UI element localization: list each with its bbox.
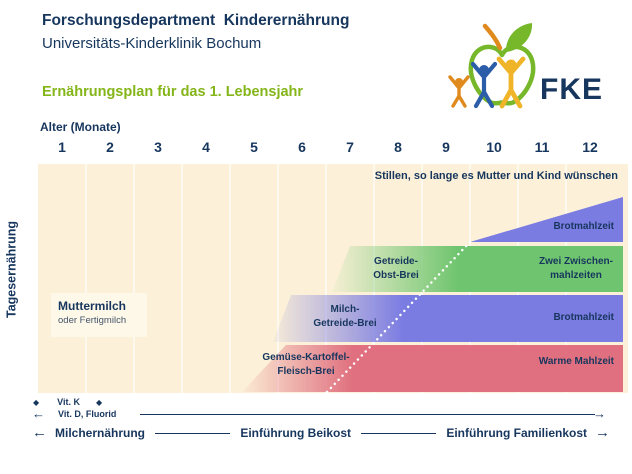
vitamin-k-row: ◆ Vit. K ◆	[33, 397, 102, 407]
label-cereal-fruit-mash: Getreide- Obst-Brei	[373, 256, 419, 281]
band-cereal-fruit	[332, 246, 623, 292]
figure-yellow-icon	[496, 56, 526, 109]
month-tick: 12	[582, 139, 598, 155]
apple-stem-icon	[482, 23, 503, 51]
figure-orange-icon	[448, 75, 470, 108]
month-tick: 2	[106, 139, 114, 155]
month-tick: 1	[58, 139, 66, 155]
apple-leaf-icon	[505, 23, 533, 52]
diamond-icon: ◆	[33, 397, 40, 407]
vitamin-d-fluoride-row: ← Vit. D, Fluorid →	[32, 406, 606, 421]
label-two-snacks: Zwei Zwischen- mahlzeiten	[539, 256, 613, 281]
milk-box: Muttermilch oder Fertigmilch	[51, 293, 147, 337]
label-milk-cereal-mash: Milch- Getreide-Brei	[313, 304, 377, 329]
arrow-left-icon: ←	[32, 406, 45, 421]
arrow-left-icon: ←	[32, 424, 47, 441]
chart-shapes	[85, 164, 623, 393]
label-bread-meal-mid: Brotmahlzeit	[553, 312, 614, 323]
milk-subtitle: oder Fertigmilch	[58, 315, 127, 326]
phase-beikost-label: Einführung Beikost	[240, 426, 352, 440]
logo-text: FKE	[540, 73, 603, 106]
band-veg-potato-meat	[242, 345, 623, 392]
phase-family-label: Einführung Familienkost	[446, 426, 588, 440]
duration-line	[140, 413, 595, 415]
month-tick: 9	[442, 139, 450, 155]
y-axis-label: Tagesernährung	[4, 221, 19, 319]
month-tick: 10	[486, 139, 502, 155]
month-tick: 5	[250, 139, 258, 155]
feeding-phases-row: ← Milchernährung Einführung Beikost Einf…	[32, 424, 611, 441]
phase-divider-line	[361, 432, 437, 434]
vitamin-k-label: Vit. K	[57, 397, 80, 407]
month-tick: 8	[394, 139, 402, 155]
label-veg-potato-meat: Gemüse-Kartoffel- Fleisch-Brei	[262, 352, 350, 377]
label-warm-meal: Warme Mahlzeit	[538, 356, 614, 367]
timeline-chart: Stillen, so lange es Mutter und Kind wün…	[38, 164, 628, 393]
dotted-transition-line	[325, 240, 472, 393]
phase-divider-line	[155, 432, 231, 434]
page-title: Ernährungsplan für das 1. Lebensjahr	[42, 84, 304, 100]
milk-title: Muttermilch	[58, 299, 127, 313]
month-tick: 4	[202, 139, 210, 155]
x-axis-label: Alter (Monate)	[40, 120, 121, 134]
fke-logo: FKE	[448, 23, 603, 109]
vitamin-d-label: Vit. D, Fluorid	[58, 409, 117, 419]
band-milk-cereal	[273, 295, 623, 342]
breastfeeding-note: Stillen, so lange es Mutter und Kind wün…	[374, 170, 618, 182]
band-bread-top-wedge	[470, 197, 623, 242]
month-tick: 6	[298, 139, 306, 155]
figure-blue-icon	[470, 61, 498, 109]
month-tick: 3	[154, 139, 162, 155]
clinic-name: Universitäts-Kinderklinik Bochum	[42, 35, 262, 52]
arrow-right-icon: →	[593, 406, 606, 421]
phase-milk-label: Milchernährung	[55, 426, 146, 440]
arrow-right-icon: →	[595, 424, 611, 441]
diamond-icon: ◆	[96, 397, 103, 407]
month-tick: 11	[534, 139, 550, 155]
label-bread-meal-top: Brotmahlzeit	[553, 221, 614, 232]
department-name: Forschungsdepartment Kinderernährung	[42, 12, 350, 29]
month-scale: 1 2 3 4 5 6 7 8 9 10 11 12	[38, 139, 614, 155]
month-tick: 7	[346, 139, 354, 155]
